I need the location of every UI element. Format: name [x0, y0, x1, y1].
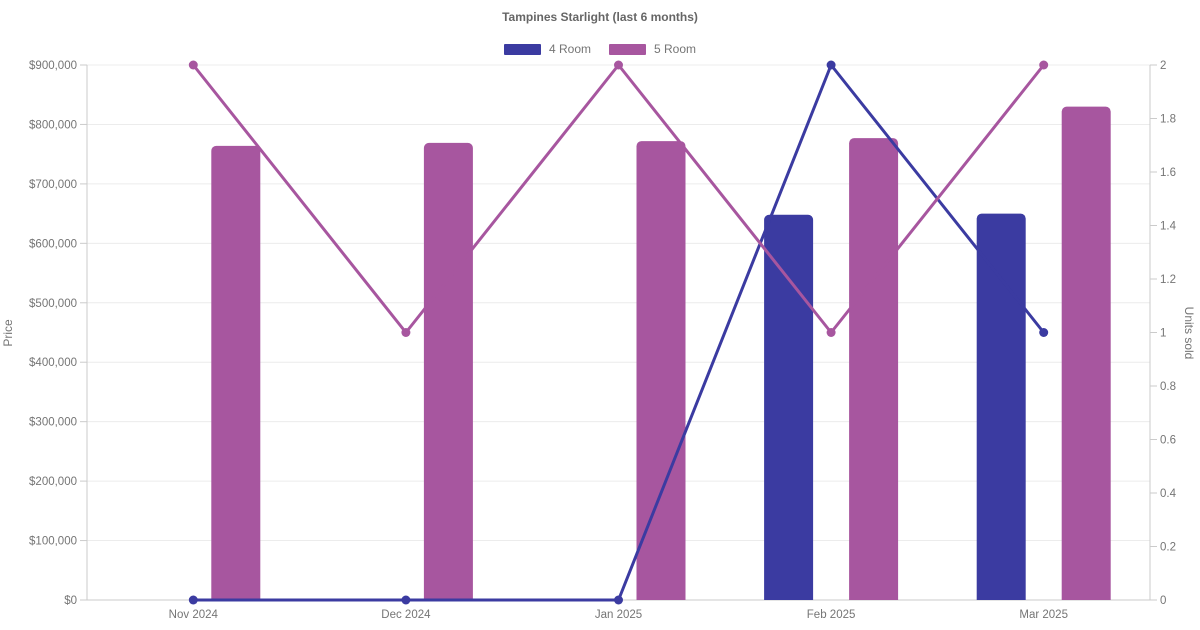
left-tick-label: $400,000 — [29, 357, 77, 369]
right-tick-label: 1 — [1160, 328, 1166, 340]
legend-swatch-5-room — [609, 43, 646, 55]
bar-5-room-mar-2025[interactable] — [1061, 106, 1111, 600]
right-tick-label: 1.4 — [1160, 221, 1177, 233]
left-axis-title: Price — [1, 319, 15, 347]
line-5-room — [191, 63, 1046, 334]
bar-4-room-mar-2025[interactable] — [976, 213, 1026, 600]
right-tick-label: 0.8 — [1160, 381, 1176, 393]
bar-5-room-dec-2024[interactable] — [423, 142, 473, 600]
point-4-room-dec-2024[interactable] — [401, 595, 411, 605]
legend: 4 Room 5 Room — [0, 42, 1200, 56]
x-tick-label: Jan 2025 — [595, 609, 642, 621]
x-tick-label: Nov 2024 — [169, 609, 219, 621]
left-tick-label: $700,000 — [29, 179, 77, 191]
legend-item-5-room[interactable]: 5 Room — [609, 42, 696, 56]
left-tick-label: $600,000 — [29, 238, 77, 250]
legend-swatch-4-room — [503, 43, 541, 55]
point-5-room-jan-2025[interactable] — [614, 60, 623, 70]
legend-item-4-room[interactable]: 4 Room — [503, 42, 591, 56]
x-tick-label: Feb 2025 — [807, 609, 856, 621]
left-tick-label: $0 — [64, 595, 77, 607]
right-tick-label: 0.4 — [1160, 488, 1177, 500]
x-tick-label: Dec 2024 — [381, 609, 431, 621]
right-tick-label: 1.2 — [1160, 274, 1176, 286]
left-tick-label: $900,000 — [29, 60, 77, 72]
point-4-room-jan-2025[interactable] — [614, 595, 623, 605]
left-tick-label: $300,000 — [29, 417, 77, 429]
point-5-room-dec-2024[interactable] — [401, 328, 411, 337]
legend-label-4-room: 4 Room — [548, 42, 591, 56]
left-tick-label: $500,000 — [29, 298, 77, 310]
legend-label-5-room: 5 Room — [654, 42, 697, 56]
bar-5-room-nov-2024[interactable] — [211, 145, 261, 600]
chart-title: Tampines Starlight (last 6 months) — [502, 10, 698, 24]
left-tick-label: $800,000 — [29, 119, 77, 131]
left-tick-label: $100,000 — [29, 536, 77, 548]
bar-5-room-feb-2025[interactable] — [849, 138, 899, 600]
right-tick-label: 1.6 — [1160, 167, 1176, 179]
right-tick-label: 1.8 — [1160, 114, 1176, 126]
right-tick-label: 0.2 — [1160, 542, 1176, 554]
bar-5-room-jan-2025[interactable] — [636, 141, 686, 601]
right-tick-label: 0.6 — [1160, 435, 1176, 447]
bar-4-room-feb-2025[interactable] — [764, 214, 814, 601]
point-5-room-feb-2025[interactable] — [826, 328, 836, 337]
line-4-room — [191, 63, 1046, 602]
right-axis-title: Units sold — [1182, 306, 1196, 360]
x-tick-label: Mar 2025 — [1019, 609, 1068, 621]
point-5-room-nov-2024[interactable] — [188, 60, 198, 70]
right-tick-label: 2 — [1160, 60, 1166, 72]
point-4-room-feb-2025[interactable] — [826, 60, 836, 70]
left-tick-label: $200,000 — [29, 476, 77, 488]
point-5-room-mar-2025[interactable] — [1039, 60, 1049, 70]
point-4-room-nov-2024[interactable] — [188, 595, 198, 605]
right-tick-label: 0 — [1160, 595, 1166, 607]
point-4-room-mar-2025[interactable] — [1039, 328, 1049, 337]
